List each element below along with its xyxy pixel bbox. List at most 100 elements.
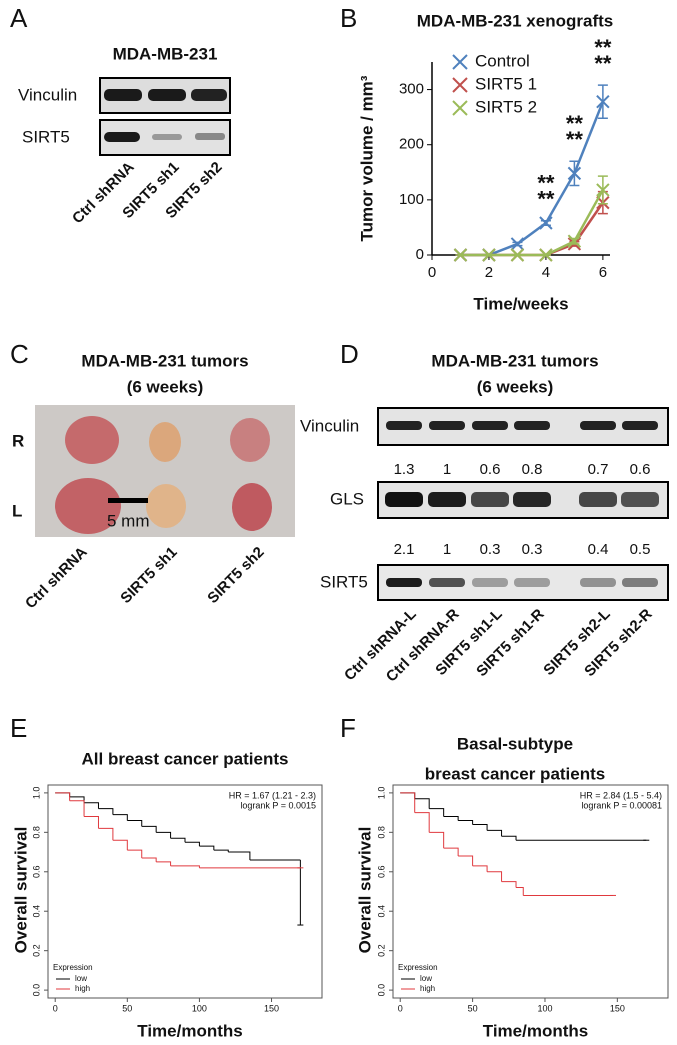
x-tick-label: 100 (192, 1003, 207, 1013)
quantification: 0.5 (630, 541, 651, 558)
legend-label: SIRT5 1 (475, 74, 537, 93)
survival-step (84, 816, 99, 829)
y-tick-label: 0.6 (31, 866, 41, 879)
survival-step (501, 835, 517, 841)
band (514, 421, 550, 430)
annotation: logrank P = 0.00081 (581, 800, 662, 810)
significance: ** (566, 127, 584, 152)
panel-title: (6 weeks) (127, 377, 204, 396)
survival-step (458, 855, 474, 866)
quantification: 0.6 (630, 461, 651, 478)
quantification: 1 (443, 541, 451, 558)
x-tick-label: 0 (398, 1003, 403, 1013)
band (386, 421, 422, 430)
survival-step (443, 816, 459, 821)
row-label: Vinculin (300, 416, 359, 435)
band (621, 492, 659, 507)
row-label: SIRT5 (320, 572, 368, 591)
y-tick-label: 0.4 (31, 905, 41, 918)
survival-step (141, 857, 157, 862)
legend-label: Control (475, 51, 530, 70)
lane-label: Ctrl shRNA (22, 544, 91, 613)
chart-title: All breast cancer patients (82, 749, 289, 768)
survival-step (429, 808, 445, 817)
y-axis-label: Tumor volume / mm³ (357, 75, 376, 241)
band (622, 421, 658, 430)
row-label: R (12, 431, 24, 450)
survival-step (472, 865, 488, 872)
survival-step (156, 861, 172, 866)
survival-step (185, 841, 200, 847)
legend-label: SIRT5 2 (475, 97, 537, 116)
marker (453, 248, 468, 262)
quantification: 0.3 (522, 541, 543, 558)
lane-label: SIRT5 sh1 (117, 544, 180, 607)
legend-marker (452, 100, 468, 116)
series-line (460, 189, 604, 257)
significance: ** (594, 35, 612, 60)
x-tick-label: 0 (428, 264, 436, 281)
legend-title: Expression (53, 963, 93, 972)
marker (510, 237, 525, 251)
band (429, 578, 465, 587)
panel-label: F (340, 713, 356, 743)
survival-step (199, 845, 215, 851)
x-tick-label: 4 (542, 264, 550, 281)
survival-step (429, 831, 445, 849)
x-tick-label: 2 (485, 264, 493, 281)
survival-step (400, 792, 416, 799)
survival-step (112, 839, 128, 851)
survival-step (414, 798, 430, 809)
survival-step (127, 849, 143, 858)
y-tick-label: 300 (399, 81, 424, 98)
quantification: 0.7 (588, 461, 609, 478)
band (514, 578, 550, 587)
y-tick-label: 0.4 (376, 905, 386, 918)
band (472, 578, 508, 587)
band (429, 421, 465, 430)
row-label: GLS (330, 489, 364, 508)
x-tick-label: 150 (264, 1003, 279, 1013)
panel-title: (6 weeks) (477, 377, 554, 396)
band (580, 421, 616, 430)
annotation: HR = 1.67 (1.21 - 2.3) (229, 790, 316, 800)
survival-step (156, 831, 172, 839)
quantification: 0.4 (588, 541, 609, 558)
survival-step (472, 823, 488, 831)
plot-frame (392, 784, 669, 999)
x-axis-label: Time/weeks (473, 294, 568, 313)
quantification: 0.6 (480, 461, 501, 478)
survival-step (98, 827, 114, 841)
x-tick-label: 0 (53, 1003, 58, 1013)
legend-label: high (420, 984, 435, 993)
x-axis-label: Time/months (137, 1021, 242, 1040)
x-tick-label: 150 (610, 1003, 625, 1013)
row-label: L (12, 501, 22, 520)
annotation: logrank P = 0.0015 (240, 800, 316, 810)
x-tick-label: 50 (468, 1003, 478, 1013)
band (385, 492, 423, 507)
x-axis-label: Time/months (483, 1021, 588, 1040)
survival-step (443, 847, 459, 856)
quantification: 0.8 (522, 461, 543, 478)
marker (567, 234, 582, 248)
band (386, 578, 422, 587)
y-tick-label: 0.0 (376, 984, 386, 997)
survival-step (127, 820, 143, 827)
blot (99, 77, 231, 156)
quantification: 1.3 (394, 461, 415, 478)
marker (596, 183, 610, 197)
band (513, 492, 551, 507)
panel-label: D (340, 339, 359, 369)
chart-title: Basal-subtype (457, 734, 573, 753)
quantification: 2.1 (394, 541, 415, 558)
panel-label: E (10, 713, 27, 743)
survival-step (228, 851, 251, 860)
band (472, 421, 508, 430)
y-tick-label: 0.6 (376, 866, 386, 879)
y-tick-label: 0.2 (376, 944, 386, 957)
panel-label: C (10, 339, 29, 369)
panel-label: A (10, 3, 28, 33)
significance: ** (594, 51, 612, 76)
